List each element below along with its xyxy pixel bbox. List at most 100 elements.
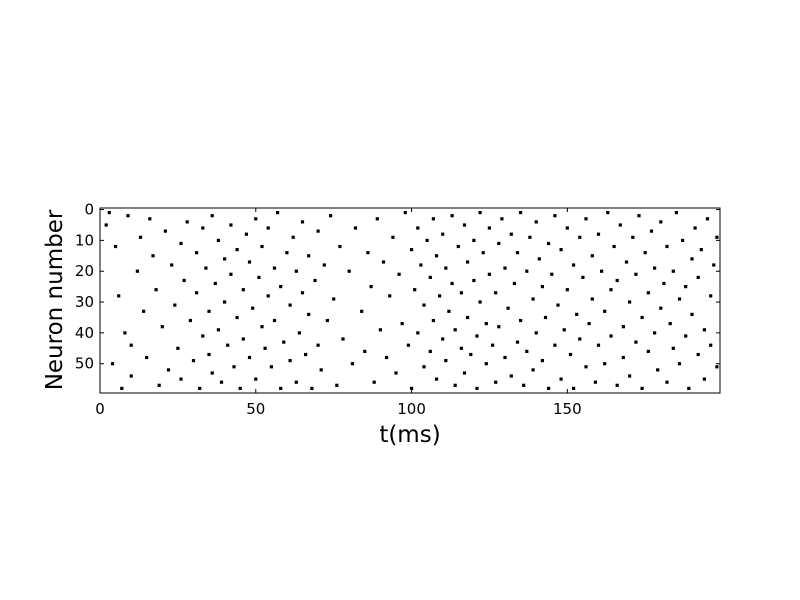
- x-tick-label-150: 150: [553, 400, 582, 418]
- y-tick-label-10: 10: [75, 231, 94, 249]
- spike-point-123: [422, 365, 426, 369]
- spike-point-35: [204, 266, 208, 270]
- spike-point-111: [391, 235, 395, 239]
- spike-point-81: [300, 220, 305, 224]
- spike-point-117: [410, 248, 414, 252]
- spike-point-189: [547, 241, 551, 246]
- spike-point-196: [559, 248, 563, 252]
- spike-point-149: [469, 352, 473, 357]
- spike-point-83: [304, 352, 308, 357]
- spike-point-1: [107, 211, 111, 215]
- spike-point-192: [553, 343, 557, 347]
- spike-point-247: [665, 244, 669, 249]
- spike-point-113: [397, 272, 401, 276]
- spike-point-127: [428, 275, 432, 279]
- spike-point-203: [575, 312, 579, 316]
- spike-point-269: [712, 263, 716, 267]
- spike-point-106: [375, 217, 379, 221]
- spike-point-268: [709, 343, 713, 347]
- spike-point-139: [450, 281, 454, 286]
- spike-point-89: [316, 343, 320, 347]
- spike-point-62: [260, 325, 264, 329]
- spike-point-151: [472, 278, 476, 283]
- spike-point-153: [475, 334, 479, 338]
- spike-point-84: [307, 254, 311, 258]
- spike-point-237: [646, 349, 650, 353]
- spike-point-92: [325, 318, 329, 323]
- spike-point-258: [690, 257, 694, 261]
- spike-point-219: [609, 288, 613, 292]
- spike-point-218: [606, 211, 610, 215]
- spike-point-34: [201, 226, 205, 230]
- spike-point-175: [519, 211, 523, 215]
- spike-point-128: [431, 217, 435, 221]
- spike-point-263: [699, 248, 703, 252]
- spike-point-48: [229, 272, 233, 276]
- spike-point-130: [434, 254, 439, 258]
- spike-point-101: [360, 309, 364, 313]
- spike-point-155: [478, 300, 482, 304]
- spike-point-25: [179, 377, 183, 381]
- spike-markers: [104, 211, 719, 390]
- spike-point-197: [562, 328, 566, 332]
- spike-point-114: [400, 322, 404, 326]
- spike-point-54: [241, 337, 245, 341]
- spike-point-215: [600, 269, 604, 273]
- spike-point-208: [584, 217, 588, 221]
- x-tick-label-0: 0: [95, 400, 105, 418]
- spike-point-8: [129, 343, 133, 347]
- spike-point-67: [269, 365, 273, 369]
- spike-point-166: [500, 217, 504, 221]
- spike-point-19: [163, 229, 167, 233]
- spike-point-183: [534, 220, 538, 224]
- spike-point-201: [572, 263, 576, 267]
- spike-point-21: [170, 263, 174, 267]
- spike-point-50: [235, 315, 239, 320]
- spike-point-146: [462, 371, 467, 375]
- spike-point-172: [512, 281, 516, 286]
- spike-point-145: [462, 223, 467, 227]
- spike-point-103: [366, 251, 370, 255]
- spike-point-64: [263, 346, 267, 350]
- spike-point-95: [335, 383, 339, 387]
- spike-point-254: [681, 238, 685, 242]
- spike-point-264: [702, 328, 706, 332]
- spike-point-262: [696, 275, 700, 279]
- spike-point-141: [453, 328, 457, 332]
- spike-point-198: [565, 226, 569, 230]
- spike-point-161: [491, 343, 495, 347]
- spike-point-125: [425, 238, 429, 242]
- spike-point-94: [332, 297, 336, 301]
- spike-point-260: [693, 226, 697, 230]
- spike-point-29: [191, 359, 196, 363]
- spike-point-230: [631, 235, 635, 239]
- spike-point-46: [226, 343, 230, 347]
- spike-point-187: [540, 285, 544, 289]
- spike-point-86: [310, 386, 314, 390]
- spike-point-57: [247, 355, 252, 360]
- spike-point-32: [198, 386, 202, 390]
- spike-point-63: [260, 244, 264, 249]
- spike-point-167: [503, 266, 507, 270]
- spike-point-51: [235, 248, 239, 252]
- spike-point-259: [690, 312, 694, 316]
- spike-point-222: [615, 383, 619, 387]
- spike-point-44: [223, 257, 227, 261]
- spike-point-122: [419, 263, 423, 267]
- spike-point-253: [677, 362, 682, 366]
- spike-point-11: [138, 235, 143, 239]
- spike-point-213: [596, 232, 601, 236]
- y-tick-label-0: 0: [84, 201, 94, 219]
- spike-point-60: [254, 377, 258, 381]
- spike-point-7: [126, 214, 130, 218]
- x-axis-ticks: 0 50 100 150: [95, 208, 582, 418]
- spike-point-112: [394, 371, 398, 375]
- spike-point-118: [410, 386, 414, 390]
- spike-point-156: [481, 251, 485, 255]
- spike-point-31: [195, 291, 199, 295]
- spike-point-243: [659, 306, 663, 310]
- spike-point-133: [441, 337, 445, 341]
- spike-point-12: [142, 309, 146, 313]
- spike-point-55: [244, 232, 248, 236]
